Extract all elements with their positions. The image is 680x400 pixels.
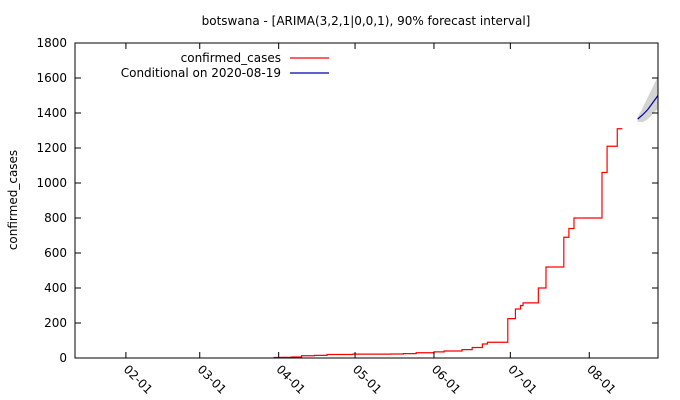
legend-label: Conditional on 2020-08-19: [121, 66, 281, 80]
y-tick-label: 200: [44, 316, 67, 330]
forecast-interval-band: [637, 76, 658, 123]
plot-frame: [74, 42, 659, 359]
y-axis-label: confirmed_cases: [6, 150, 20, 250]
y-tick-label: 1200: [36, 141, 67, 155]
series-line-forecast: [637, 95, 659, 120]
y-tick-label: 1600: [36, 71, 67, 85]
y-tick-label: 600: [44, 246, 67, 260]
y-tick-label: 1800: [36, 36, 67, 50]
series-line-confirmed-cases: [273, 128, 623, 359]
y-tick-label: 1400: [36, 106, 67, 120]
legend-label: confirmed_cases: [181, 51, 281, 65]
chart-title: botswana - [ARIMA(3,2,1|0,0,1), 90% fore…: [202, 14, 531, 28]
y-tick-label: 0: [59, 351, 67, 365]
y-tick-label: 800: [44, 211, 67, 225]
y-tick-label: 400: [44, 281, 67, 295]
y-tick-label: 1000: [36, 176, 67, 190]
